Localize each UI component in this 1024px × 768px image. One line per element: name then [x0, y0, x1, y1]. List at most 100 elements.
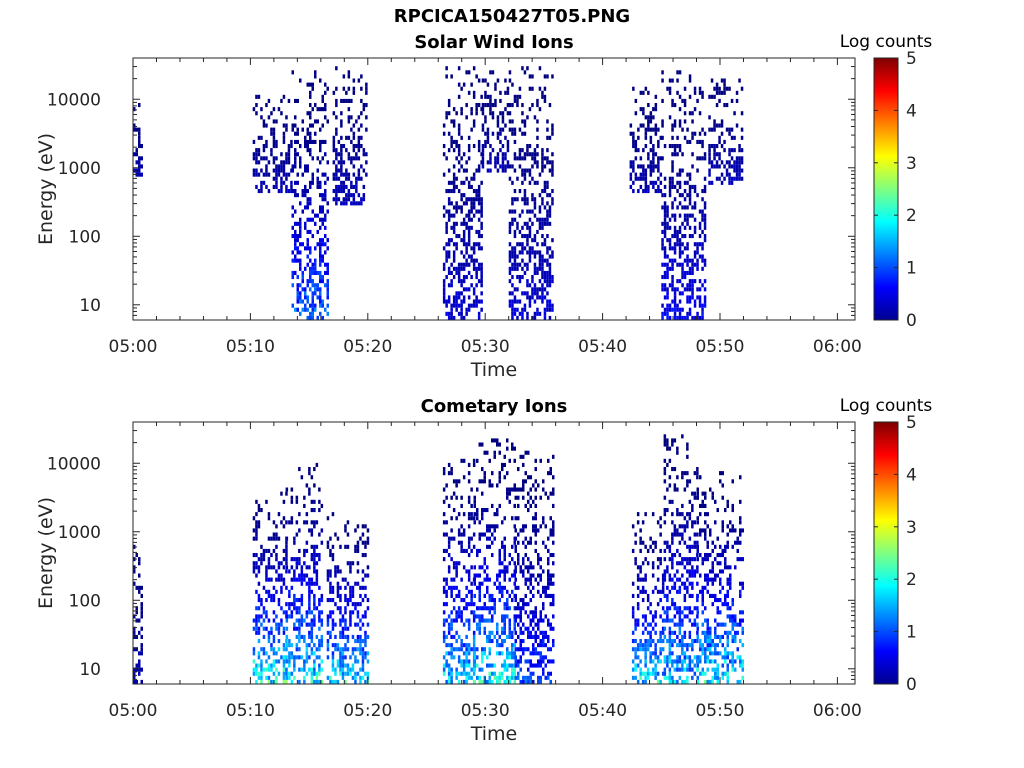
cometary-cell-cluster-9 — [724, 622, 727, 627]
cometary-cell-cluster-8 — [668, 475, 672, 480]
cometary-cell-cluster-2 — [303, 675, 306, 680]
cometary-cell-cluster-4 — [457, 512, 461, 517]
cometary-cell-cluster-8 — [666, 675, 669, 680]
solar-wind-cell-cluster-4 — [445, 221, 448, 226]
solar-wind-cell-cluster-3 — [350, 160, 353, 165]
solar-wind-cell-cluster-2 — [294, 180, 297, 185]
solar-wind-cell-cluster-8 — [698, 279, 702, 284]
solar-wind-cell-cluster-3 — [335, 66, 338, 71]
cometary-cell-cluster-5 — [486, 606, 489, 611]
cometary-cell-cluster-6 — [519, 659, 522, 664]
solar-wind-cell-cluster-6 — [526, 238, 529, 243]
solar-wind-cell-cluster-7 — [644, 115, 648, 120]
solar-wind-cell-cluster-5 — [499, 111, 502, 116]
cometary-cell-cluster-5 — [491, 483, 494, 488]
cometary-cell-cluster-5 — [483, 606, 486, 611]
solar-wind-cell-cluster-7 — [652, 148, 655, 153]
cometary-cell-cluster-6 — [527, 508, 530, 513]
cometary-cell-cluster-9 — [711, 540, 714, 545]
solar-wind-cell-cluster-2 — [324, 307, 327, 312]
cometary-cell-cluster-9 — [701, 630, 704, 635]
solar-wind-cell-cluster-4 — [462, 266, 466, 271]
solar-wind-cell-cluster-6 — [546, 135, 549, 140]
solar-wind-cell-cluster-9 — [725, 127, 729, 132]
cometary-cell-cluster-9 — [709, 532, 712, 537]
cometary-cell-cluster-3 — [334, 679, 337, 684]
cometary-cell-cluster-6 — [522, 622, 525, 627]
solar-wind-cell-cluster-4 — [445, 275, 448, 280]
solar-wind-cell-cluster-7 — [657, 144, 660, 149]
solar-wind-cell-cluster-6 — [511, 315, 514, 320]
solar-wind-cell-cluster-6 — [546, 291, 549, 296]
solar-wind-cell-cluster-1 — [252, 139, 256, 144]
solar-wind-cell-cluster-6 — [533, 160, 537, 165]
solar-wind-cell-cluster-2 — [299, 164, 302, 169]
cometary-cell-cluster-1 — [267, 634, 271, 639]
cometary-cell-cluster-4 — [472, 602, 476, 607]
solar-wind-cell-cluster-8 — [686, 270, 689, 275]
solar-wind-cell-cluster-9 — [735, 176, 739, 181]
cometary-cell-cluster-5 — [488, 479, 491, 484]
cometary-cell-cluster-2 — [303, 679, 306, 684]
solar-wind-cell-cluster-2 — [309, 287, 312, 292]
solar-wind-cell-cluster-2 — [299, 295, 302, 300]
cometary-cell-cluster-6 — [547, 634, 550, 639]
cometary-cell-cluster-1 — [255, 553, 258, 558]
solar-wind-cell-cluster-3 — [352, 164, 356, 169]
solar-wind-cell-cluster-8 — [668, 184, 672, 189]
solar-wind-cell-cluster-3 — [345, 201, 348, 206]
solar-wind-cell-cluster-9 — [730, 156, 734, 161]
solar-wind-cell-cluster-2 — [326, 266, 329, 271]
solar-wind-cell-cluster-6 — [511, 131, 514, 136]
cometary-cell-cluster-1 — [265, 565, 268, 570]
solar-wind-cell-cluster-3 — [332, 189, 336, 194]
cometary-cell-cluster-8 — [668, 647, 672, 652]
cometary-cell-cluster-6 — [517, 671, 520, 676]
solar-wind-cell-cluster-8 — [668, 238, 672, 243]
solar-wind-cell-cluster-6 — [548, 254, 552, 259]
solar-wind-cell-cluster-6 — [546, 119, 549, 124]
solar-wind-cell-cluster-2 — [291, 258, 294, 263]
solar-wind-colorbar-tick-label: 5 — [906, 49, 917, 69]
solar-wind-cell-cluster-2 — [324, 197, 327, 202]
cometary-cell-cluster-4 — [462, 651, 466, 656]
solar-wind-cell-cluster-6 — [543, 189, 547, 194]
solar-wind-cell-cluster-6 — [511, 266, 514, 271]
cometary-cell-cluster-2 — [315, 634, 319, 639]
cometary-cell-cluster-2 — [313, 679, 316, 684]
solar-wind-cell-cluster-6 — [521, 148, 524, 153]
cometary-cell-cluster-5 — [476, 675, 479, 680]
cometary-cell-cluster-6 — [524, 503, 527, 508]
solar-wind-cell-cluster-2 — [319, 127, 322, 132]
solar-wind-cell-cluster-1 — [280, 98, 283, 103]
cometary-cell-cluster-3 — [339, 618, 342, 623]
solar-wind-cell-cluster-2 — [296, 307, 299, 312]
solar-wind-cell-cluster-6 — [511, 246, 514, 251]
cometary-cell-cluster-9 — [701, 589, 704, 594]
cometary-cell-cluster-1 — [255, 512, 258, 517]
solar-wind-cell-cluster-6 — [516, 103, 519, 108]
solar-wind-cell-cluster-6 — [526, 209, 529, 214]
solar-wind-cell-cluster-4 — [465, 115, 468, 120]
solar-wind-cell-cluster-4 — [457, 66, 461, 71]
solar-wind-cell-cluster-4 — [455, 295, 458, 300]
cometary-cell-cluster-3 — [331, 553, 335, 558]
solar-wind-cell-cluster-3 — [352, 148, 356, 153]
cometary-cell-cluster-6 — [519, 610, 522, 615]
cometary-cell-cluster-9 — [719, 581, 722, 586]
cometary-cell-cluster-2 — [308, 467, 311, 472]
cometary-cell-cluster-7 — [646, 548, 650, 553]
solar-wind-cell-cluster-8 — [688, 94, 692, 99]
cometary-cell-cluster-9 — [729, 651, 732, 656]
cometary-cell-cluster-4 — [442, 499, 446, 504]
cometary-cell-cluster-1 — [270, 630, 273, 635]
cometary-cell-cluster-1 — [275, 577, 278, 582]
solar-wind-cell-cluster-8 — [673, 303, 677, 308]
solar-wind-cell-cluster-8 — [668, 307, 672, 312]
cometary-cell-cluster-3 — [356, 639, 360, 644]
solar-wind-cell-cluster-2 — [309, 275, 312, 280]
solar-wind-cell-cluster-7 — [634, 111, 638, 116]
solar-wind-cell-cluster-6 — [518, 250, 522, 255]
cometary-cell-cluster-3 — [326, 516, 330, 521]
cometary-cell-cluster-8 — [668, 499, 672, 504]
